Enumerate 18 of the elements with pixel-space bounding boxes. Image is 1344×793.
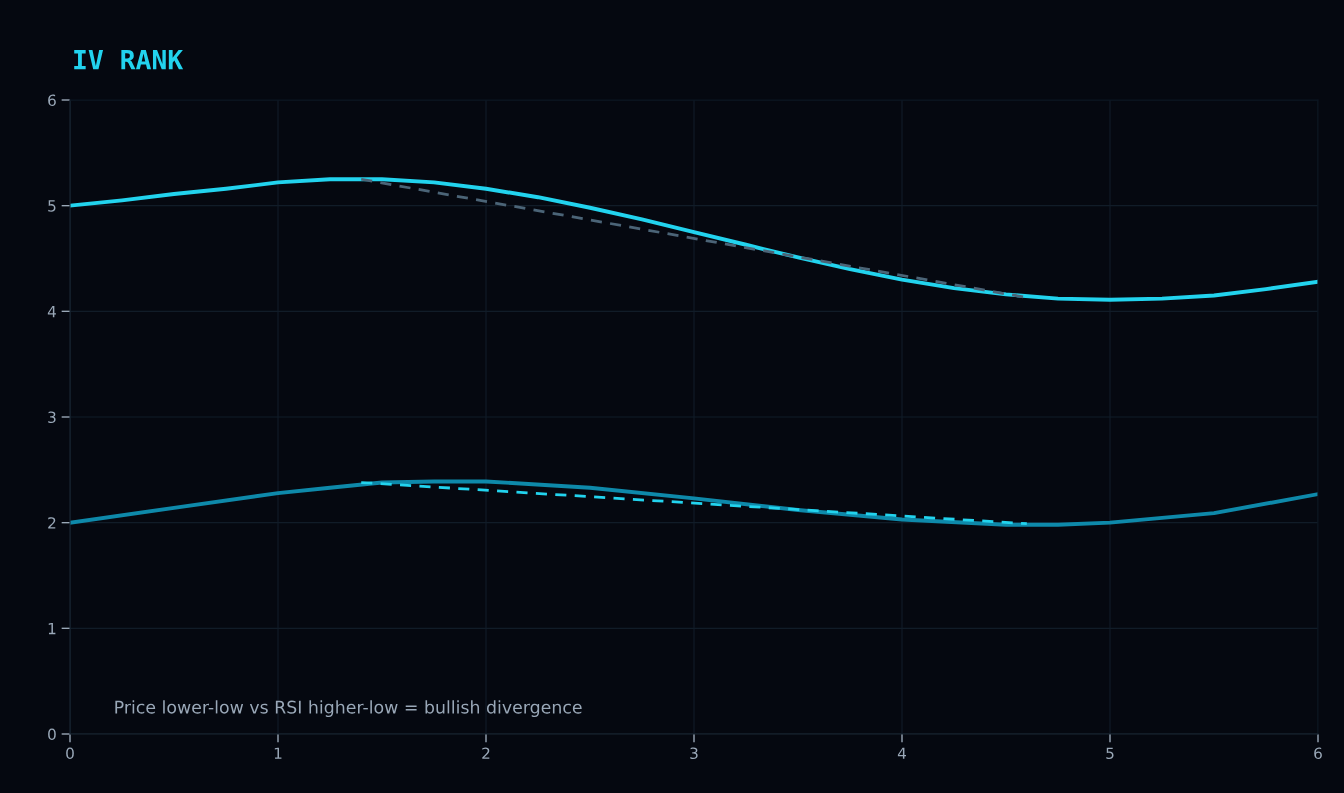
x-tick-label: 0 [66,747,74,760]
line-series [70,177,1318,302]
y-tick-label: 5 [48,200,56,212]
x-tick-label: 1 [274,747,282,759]
x-tick-label: 5 [1106,747,1114,760]
y-tick-label: 0 [48,728,56,741]
y-tick-label: 4 [47,306,56,318]
y-tick-label: 3 [48,411,56,424]
y-tick-label: 2 [48,517,56,529]
annotation: Price lower-low vs RSI higher-low = bullish divergence [115,700,582,718]
chart-title: IV RANK [74,50,184,70]
x-tick-label: 4 [897,747,906,759]
x-tick-label: 3 [690,747,698,760]
y-tick-label: 1 [48,623,56,635]
x-tick-label: 6 [1314,747,1322,760]
line-series [70,479,1318,527]
y-tick-label: 6 [48,94,56,107]
x-tick-label: 2 [482,747,490,759]
